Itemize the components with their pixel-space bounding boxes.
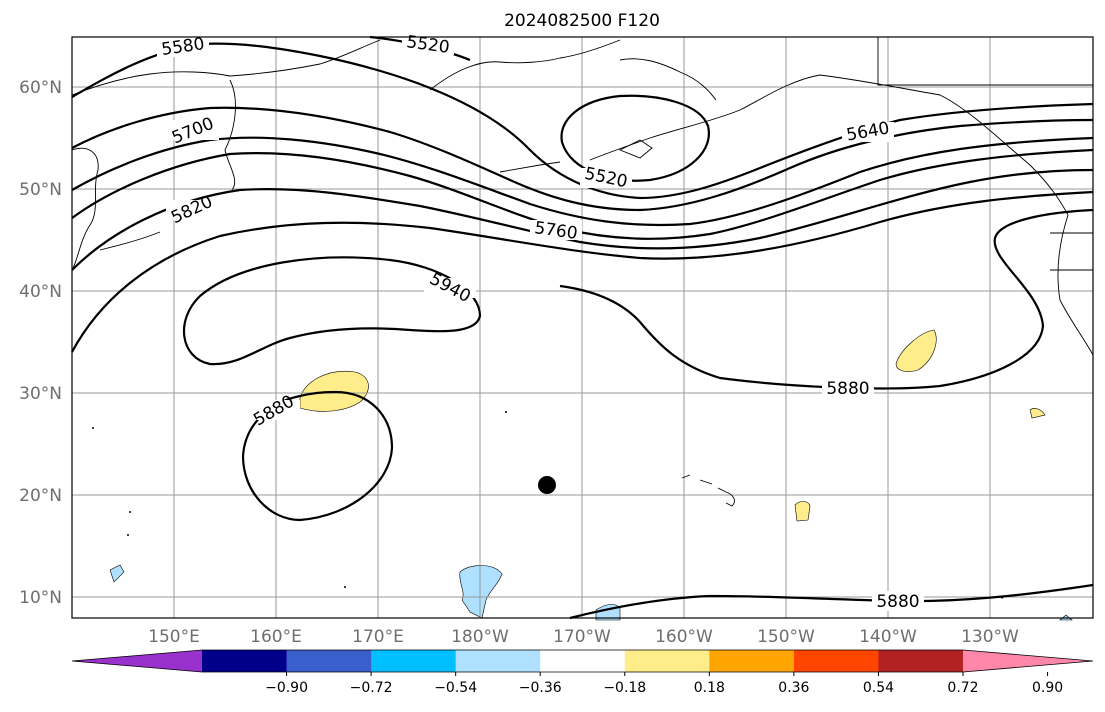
contour-label: 5880 — [876, 592, 919, 612]
negative-anomaly-patch — [109, 564, 125, 583]
lat-label: 60°N — [19, 78, 62, 98]
longitude-labels: 150°E 160°E 170°E 180°W 170°W 160°W 150°… — [148, 627, 1019, 647]
colorbar-extend-min — [72, 650, 202, 672]
lon-label: 170°E — [352, 627, 404, 647]
lat-label: 30°N — [19, 384, 62, 404]
negative-anomaly-patch — [459, 565, 503, 619]
colorbar-tick-label: 0.54 — [863, 680, 894, 696]
contour-5880-upper — [71, 190, 1094, 353]
colorbar-tick-label: 0.90 — [1032, 680, 1063, 696]
colorbar-extend-max — [963, 650, 1093, 672]
aleutian-islands — [499, 161, 561, 173]
map-title: 2024082500 F120 — [504, 11, 660, 31]
colorbar-tick-label: −0.18 — [603, 680, 646, 696]
island — [344, 586, 346, 588]
latitude-labels: 60°N 50°N 40°N 30°N 20°N 10°N — [19, 78, 62, 608]
map-frame — [71, 36, 1094, 619]
graticule — [72, 37, 1093, 618]
lat-label: 20°N — [19, 486, 62, 506]
alaska-west-coast — [619, 58, 717, 101]
colorbar-segment — [540, 650, 626, 672]
storm-center-marker — [538, 476, 556, 494]
colorbar-tick-label: 0.72 — [947, 680, 978, 696]
contour-5880-closed — [241, 390, 394, 522]
positive-anomaly-patch — [895, 329, 937, 372]
lat-label: 50°N — [19, 180, 62, 200]
colorbar-tick-label: −0.36 — [519, 680, 562, 696]
lon-label: 150°E — [148, 627, 200, 647]
contour-5640 — [71, 106, 1094, 212]
colorbar-segment — [371, 650, 457, 672]
colorbar-tick-label: −0.72 — [350, 680, 393, 696]
positive-anomaly-patch — [794, 501, 811, 522]
colorbar-segment — [793, 650, 879, 672]
contour-5940 — [182, 256, 482, 366]
lon-label: 180°W — [451, 627, 509, 647]
japan-coast — [71, 147, 99, 271]
contour-label: 5940 — [426, 269, 474, 307]
island — [618, 139, 653, 159]
contour-5520-low — [560, 94, 711, 182]
contour-5880-east — [559, 208, 1094, 390]
colorbar-tick-label: 0.36 — [778, 680, 809, 696]
contour-5880-south — [569, 583, 1094, 620]
hawaii-islands — [681, 474, 735, 507]
lat-label: 40°N — [19, 282, 62, 302]
contour-5820 — [71, 168, 1094, 271]
island — [127, 534, 129, 536]
lon-label: 150°W — [757, 627, 815, 647]
contour-label: 5880 — [250, 392, 297, 431]
colorbar-tick-label: −0.54 — [434, 680, 477, 696]
contour-labels: 5580 5520 5700 5820 5520 5760 5640 5940 … — [157, 32, 924, 612]
lat-label: 10°N — [19, 588, 62, 608]
island — [92, 427, 94, 429]
kamchatka-coast — [224, 79, 236, 191]
colorbar-segment — [878, 650, 964, 672]
anomaly-shading — [109, 329, 1073, 621]
border-line — [877, 37, 1093, 86]
chukotka-coast — [429, 39, 621, 91]
lon-label: 160°W — [655, 627, 713, 647]
colorbar-tick-label: −0.90 — [265, 680, 308, 696]
colorbar-tick-label: 0.18 — [694, 680, 725, 696]
north-america-west-coast — [1057, 214, 1094, 356]
contour-label: 5820 — [168, 192, 216, 228]
colorbar-segment — [624, 650, 710, 672]
colorbar: −0.90 −0.72 −0.54 −0.36 −0.18 0.18 0.36 0.54 0.7… — [71, 649, 1094, 696]
contour-label: 5880 — [826, 379, 869, 399]
island — [505, 411, 507, 413]
lon-label: 170°W — [553, 627, 611, 647]
colorbar-outline — [71, 649, 1094, 673]
lon-label: 130°W — [961, 627, 1019, 647]
lon-label: 140°W — [859, 627, 917, 647]
kuril-islands — [99, 231, 161, 251]
colorbar-segment — [455, 650, 541, 672]
lon-label: 160°E — [250, 627, 302, 647]
alaska-south-coast — [589, 74, 1069, 216]
colorbar-segment — [286, 650, 372, 672]
positive-anomaly-patch — [1029, 408, 1046, 419]
colorbar-segment — [202, 650, 288, 672]
colorbar-segment — [709, 650, 795, 672]
island — [129, 511, 131, 513]
